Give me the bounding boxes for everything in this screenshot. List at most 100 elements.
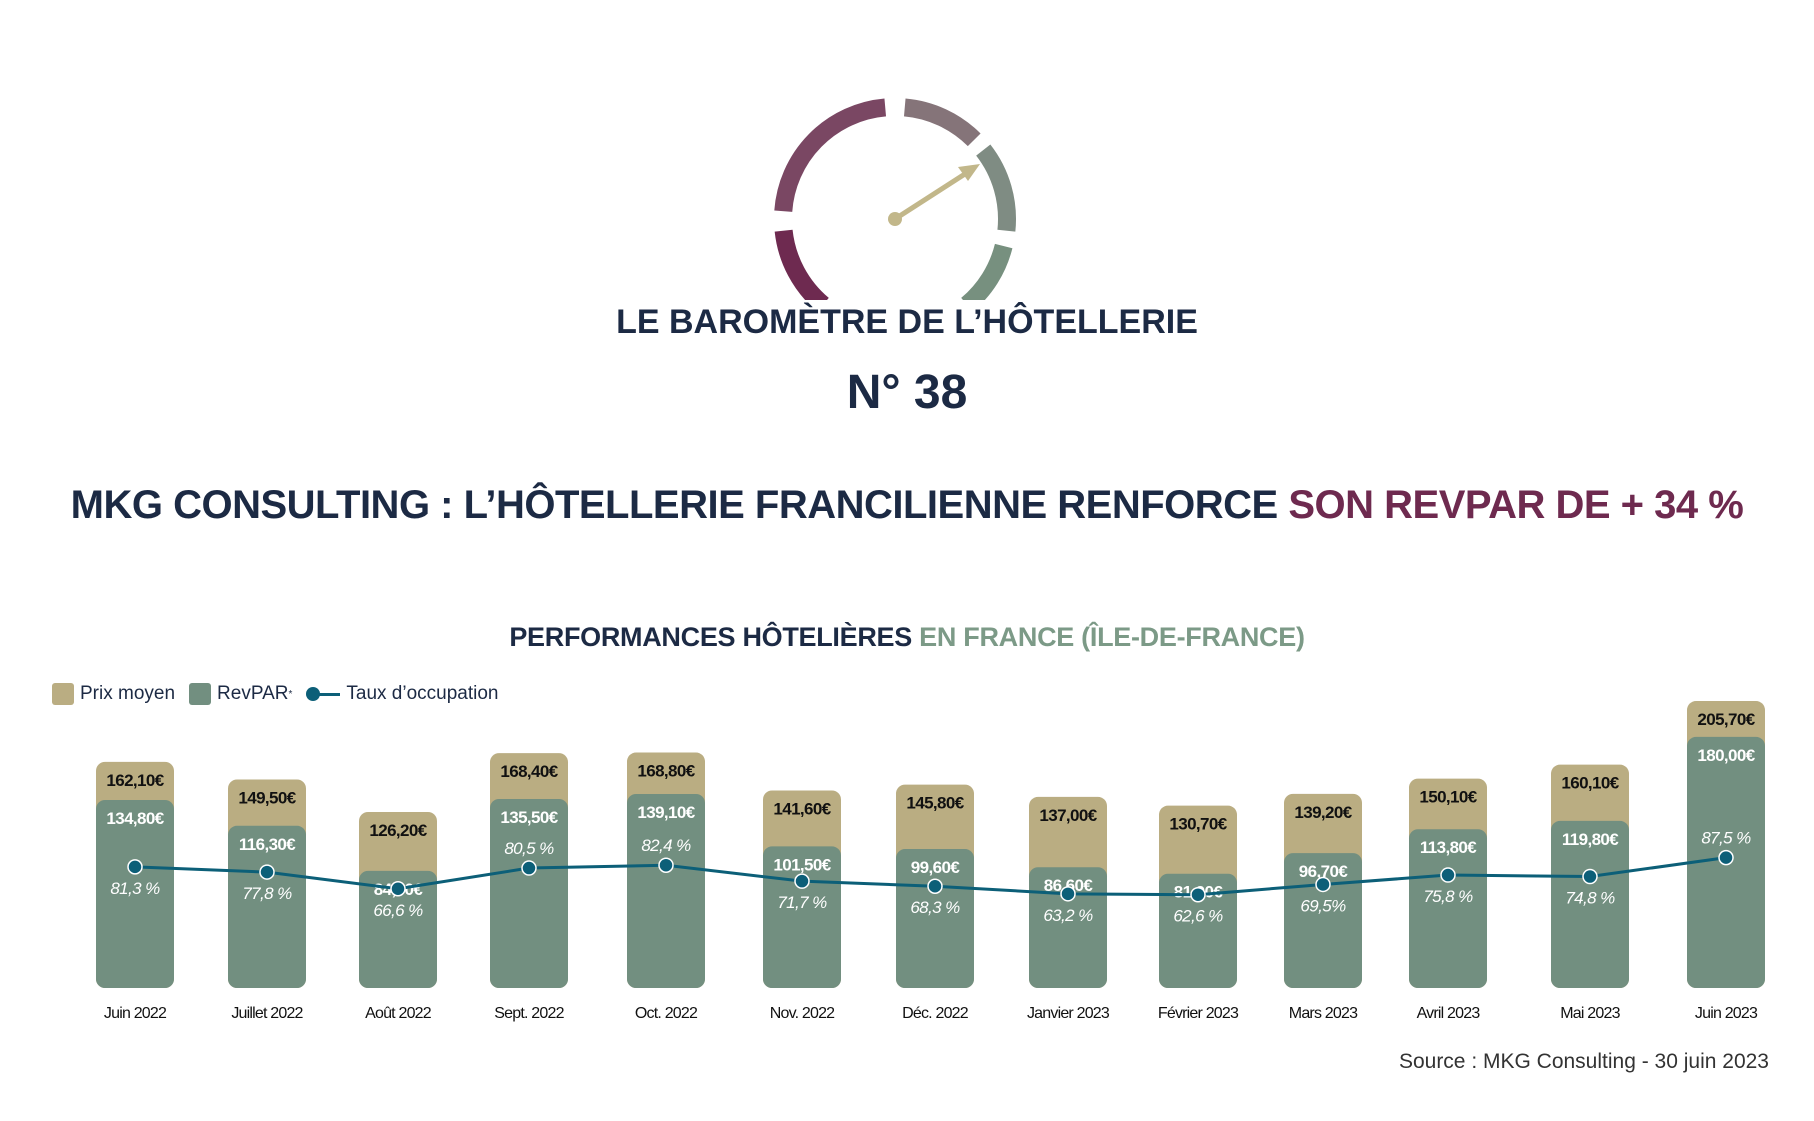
label-prix-moyen: 130,70€ <box>1169 815 1227 834</box>
point-taux-occupation <box>259 864 275 880</box>
label-prix-moyen: 149,50€ <box>238 788 296 807</box>
gauge-segment <box>976 144 1016 232</box>
label-taux-occupation: 69,5% <box>1300 896 1346 915</box>
x-tick-label: Sept. 2022 <box>494 1005 564 1022</box>
label-prix-moyen: 150,10€ <box>1419 788 1477 807</box>
legend-taux-occupation: Taux d’occupation <box>306 683 499 705</box>
issue-number: N° 38 <box>846 366 968 419</box>
label-revpar: 116,30€ <box>239 835 296 854</box>
bar-revpar <box>359 870 437 988</box>
x-tick-label: Juin 2022 <box>104 1005 167 1022</box>
point-taux-occupation <box>1718 849 1734 866</box>
headline: MKG CONSULTING : L’HÔTELLERIE FRANCILIEN… <box>0 483 1814 528</box>
x-tick-label: Avril 2023 <box>1417 1005 1481 1022</box>
gauge-icon <box>774 98 1016 300</box>
label-prix-moyen: 205,70€ <box>1697 710 1755 729</box>
label-taux-occupation: 81,3 % <box>110 879 160 898</box>
bar-prix-moyen <box>490 753 568 988</box>
label-prix-moyen: 141,60€ <box>773 799 831 818</box>
gauge-segment <box>960 243 1013 300</box>
label-prix-moyen: 168,80€ <box>637 762 695 781</box>
bar-prix-moyen <box>1551 764 1629 988</box>
x-tick-label: Janvier 2023 <box>1027 1005 1110 1022</box>
label-revpar: 86,60€ <box>1044 876 1094 895</box>
bar-revpar <box>96 799 174 988</box>
label-taux-occupation: 77,8 % <box>242 884 292 903</box>
label-taux-occupation: 80,5 % <box>504 839 554 858</box>
page-title: LE BAROMÈTRE DE L’HÔTELLERIE <box>616 303 1198 341</box>
bar-revpar <box>1687 736 1765 988</box>
label-prix-moyen: 168,40€ <box>500 762 558 781</box>
legend-prix-moyen: Prix moyen <box>52 683 175 705</box>
label-taux-occupation: 74,8 % <box>1565 889 1615 908</box>
bar-revpar <box>763 846 841 988</box>
point-taux-occupation <box>1190 886 1206 903</box>
bar-revpar <box>1409 829 1487 988</box>
bar-revpar <box>627 793 705 988</box>
label-taux-occupation: 62,6 % <box>1173 907 1223 926</box>
label-prix-moyen: 126,20€ <box>369 821 427 840</box>
x-tick-label: Oct. 2022 <box>635 1005 698 1022</box>
legend-swatch <box>189 683 212 705</box>
point-taux-occupation <box>1060 886 1076 902</box>
gauge-segment <box>774 229 829 300</box>
label-taux-occupation: 71,7 % <box>777 893 827 912</box>
point-taux-occupation <box>521 860 537 876</box>
label-revpar: 81,90€ <box>1174 883 1224 902</box>
label-revpar: 139,10€ <box>637 803 695 822</box>
bar-revpar <box>1159 873 1237 988</box>
chart-legend: Prix moyen RevPAR * Taux d’occupation <box>52 683 513 705</box>
bar-revpar <box>1284 853 1362 988</box>
headline-accent: SON REVPAR DE + 34 % <box>1288 483 1744 527</box>
bar-prix-moyen <box>627 752 705 988</box>
bar-revpar <box>1029 867 1107 988</box>
bar-prix-moyen <box>359 811 437 988</box>
point-taux-occupation <box>390 881 406 897</box>
label-taux-occupation: 63,2 % <box>1043 906 1093 925</box>
label-revpar: 101,50€ <box>773 855 831 874</box>
bar-revpar <box>228 825 306 988</box>
chart-title: PERFORMANCES HÔTELIÈRES EN FRANCE (ÎLE-D… <box>509 622 1305 652</box>
source-note: Source : MKG Consulting - 30 juin 2023 <box>1398 1050 1769 1073</box>
x-tick-label: Mai 2023 <box>1560 1005 1620 1022</box>
label-taux-occupation: 75,8 % <box>1423 887 1473 906</box>
x-tick-label: Juillet 2022 <box>231 1005 303 1022</box>
gauge-segment <box>774 98 887 213</box>
x-tick-label: Février 2023 <box>1158 1005 1239 1022</box>
label-prix-moyen: 137,00€ <box>1039 806 1097 825</box>
bar-prix-moyen <box>763 790 841 988</box>
legend-swatch <box>52 683 74 705</box>
x-tick-label: Août 2022 <box>365 1005 432 1022</box>
label-prix-moyen: 162,10€ <box>106 771 164 790</box>
x-tick-label: Déc. 2022 <box>902 1005 969 1022</box>
label-prix-moyen: 160,10€ <box>1561 774 1619 793</box>
label-revpar: 119,80€ <box>1562 830 1619 849</box>
point-taux-occupation <box>658 857 674 873</box>
label-revpar: 134,80€ <box>106 809 164 828</box>
bar-prix-moyen <box>1687 701 1765 988</box>
line-taux-occupation <box>134 856 1727 897</box>
bar-prix-moyen <box>1284 793 1362 988</box>
gauge-needle <box>892 169 971 222</box>
x-tick-label: Nov. 2022 <box>770 1005 835 1022</box>
bar-prix-moyen <box>896 784 974 988</box>
label-revpar: 84,00€ <box>374 880 424 899</box>
gauge-needle-hub <box>888 212 902 226</box>
point-taux-occupation <box>1315 876 1331 893</box>
label-taux-occupation: 82,4 % <box>641 836 691 855</box>
point-taux-occupation <box>1582 868 1598 885</box>
bar-prix-moyen <box>228 779 306 988</box>
label-revpar: 180,00€ <box>1697 746 1755 765</box>
label-taux-occupation: 87,5 % <box>1701 829 1751 848</box>
label-prix-moyen: 139,20€ <box>1294 803 1352 822</box>
gauge-segment <box>903 98 981 147</box>
point-taux-occupation <box>927 878 943 894</box>
bar-prix-moyen <box>1159 805 1237 988</box>
label-revpar: 113,80€ <box>1420 838 1477 857</box>
label-taux-occupation: 66,6 % <box>373 901 423 920</box>
bar-revpar <box>896 849 974 988</box>
point-taux-occupation <box>1440 867 1456 883</box>
bar-prix-moyen <box>96 761 174 988</box>
label-prix-moyen: 145,80€ <box>906 794 964 813</box>
label-revpar: 96,70€ <box>1299 862 1349 881</box>
